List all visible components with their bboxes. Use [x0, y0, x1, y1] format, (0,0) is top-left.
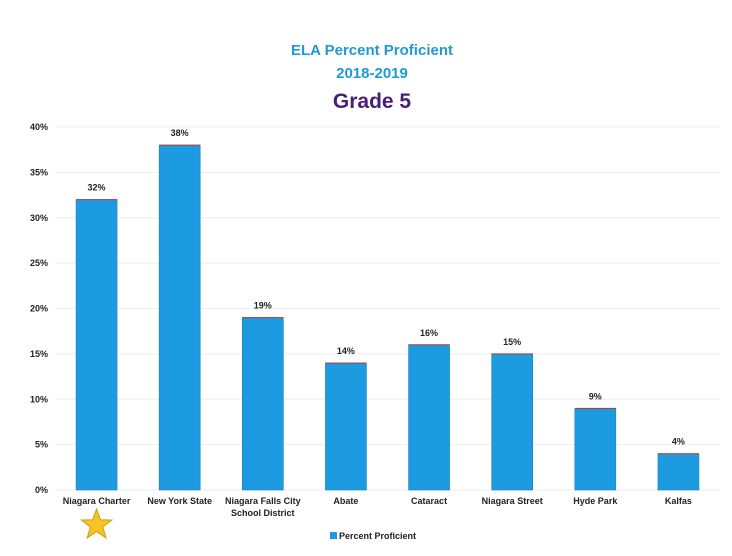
category-label-line: Cataract: [411, 496, 447, 506]
data-label: 15%: [503, 337, 521, 347]
data-label: 9%: [589, 391, 602, 401]
category-label: Niagara Charter: [63, 496, 131, 506]
bar: [408, 344, 450, 491]
y-tick-label: 20%: [30, 304, 48, 314]
chart-grade: Grade 5: [333, 90, 412, 113]
data-label: 32%: [88, 183, 106, 193]
y-tick-label: 40%: [30, 122, 48, 132]
bar: [491, 353, 533, 491]
data-label: 16%: [420, 328, 438, 338]
data-label: 19%: [254, 301, 272, 311]
category-label-line: Hyde Park: [573, 496, 618, 506]
category-label-line: New York State: [147, 496, 212, 506]
category-label: Niagara Street: [482, 496, 543, 506]
chart-subtitle: 2018-2019: [336, 65, 408, 82]
y-tick-label: 10%: [30, 394, 48, 404]
legend-swatch: [330, 532, 337, 539]
bar: [574, 408, 617, 491]
category-label-line: Abate: [333, 496, 358, 506]
bar: [158, 144, 201, 491]
category-label-line: Kalfas: [665, 496, 692, 506]
y-tick-label: 30%: [30, 213, 48, 223]
chart-title: ELA Percent Proficient: [291, 42, 453, 59]
category-label: Niagara Falls City School District: [225, 496, 301, 518]
data-label: 14%: [337, 346, 355, 356]
bar: [75, 199, 118, 491]
star-icon: [79, 507, 114, 540]
category-label: Cataract: [411, 496, 447, 506]
category-label: Hyde Park: [573, 496, 618, 506]
y-axis: 0% 5% 10% 15% 20% 25% 30% 35% 40%: [30, 122, 48, 495]
bars: [75, 144, 700, 491]
star-icon-shape: [79, 507, 114, 540]
gridlines: [55, 126, 720, 491]
y-tick-label: 5%: [35, 440, 48, 450]
category-label: Kalfas: [665, 496, 692, 506]
bar: [325, 362, 367, 491]
data-label: 38%: [171, 128, 189, 138]
legend: Percent Proficient: [330, 531, 416, 541]
category-label-line: Niagara Falls City: [225, 496, 301, 506]
category-label-line: Niagara Charter: [63, 496, 131, 506]
y-tick-label: 35%: [30, 167, 48, 177]
y-tick-label: 0%: [35, 485, 48, 495]
y-tick-label: 25%: [30, 258, 48, 268]
bar: [242, 317, 284, 491]
x-axis: Niagara Charter New York State Niagara Fal…: [63, 496, 692, 518]
legend-label: Percent Proficient: [339, 531, 416, 541]
category-label-line: Niagara Street: [482, 496, 543, 506]
bar: [657, 453, 700, 491]
category-label: New York State: [147, 496, 212, 506]
data-labels: 32% 38% 19% 14% 16% 15% 9% 4%: [88, 128, 685, 447]
category-label-line: School District: [231, 508, 295, 518]
y-tick-label: 15%: [30, 349, 48, 359]
data-label: 4%: [672, 437, 685, 447]
category-label: Abate: [333, 496, 358, 506]
